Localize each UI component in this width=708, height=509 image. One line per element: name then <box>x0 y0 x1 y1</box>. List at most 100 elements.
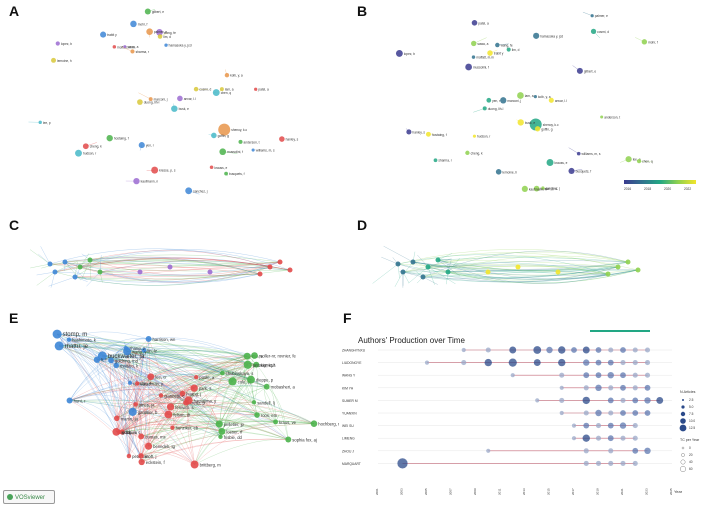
network-link <box>68 339 136 405</box>
node-label: busquets, f <box>229 172 245 176</box>
node-label: palmer, e <box>595 14 608 18</box>
network-link <box>135 395 255 405</box>
production-point <box>632 372 638 378</box>
network-node <box>135 381 140 386</box>
production-point <box>571 436 577 441</box>
node-label: hudson, r <box>477 135 491 139</box>
network-link <box>118 387 195 433</box>
network-link <box>185 402 195 465</box>
network-link <box>150 361 257 377</box>
network-link <box>96 359 220 425</box>
network-node <box>82 143 89 150</box>
network-node <box>218 427 226 435</box>
network-link <box>172 421 222 432</box>
node-label: sanchez, j <box>546 187 561 191</box>
network-link <box>125 348 221 437</box>
network-link <box>59 345 252 380</box>
network-link <box>170 385 267 408</box>
network-link <box>422 266 619 280</box>
node-label: goffin, g <box>218 134 230 138</box>
network-node <box>263 383 270 390</box>
network-link <box>102 355 120 433</box>
network-node <box>108 357 114 364</box>
network-link <box>59 345 169 415</box>
production-point <box>535 398 540 403</box>
network-link <box>59 345 142 456</box>
vosviewer-label: VOSviewer <box>15 495 46 501</box>
node-label: cosmi, d <box>199 88 211 92</box>
production-point <box>620 410 626 416</box>
network-link <box>168 414 289 440</box>
network-node <box>66 337 72 342</box>
network-link <box>119 427 289 440</box>
network-link <box>221 386 267 432</box>
network-link <box>194 439 289 465</box>
network-link <box>427 266 435 285</box>
network-link <box>102 352 257 365</box>
network-link <box>96 359 267 387</box>
network-node <box>548 97 554 103</box>
network-node <box>52 269 58 275</box>
network-link <box>59 344 257 365</box>
network-link <box>139 376 151 456</box>
network-link <box>69 355 255 401</box>
node-label: harrison, wn <box>153 337 176 342</box>
network-node <box>555 269 561 275</box>
network-link <box>427 251 629 268</box>
network-link <box>102 355 315 424</box>
network-link <box>122 387 195 433</box>
network-node <box>212 89 220 96</box>
network-link <box>141 438 289 463</box>
node-label: lemoine, h <box>57 59 72 63</box>
x-tick-label: 2025 <box>669 488 673 495</box>
network-link <box>79 256 104 268</box>
network-node <box>55 41 60 46</box>
network-link <box>116 365 142 437</box>
network-link <box>125 348 289 440</box>
network-link <box>160 375 197 396</box>
node-label: sawa, a <box>127 45 138 49</box>
network-node <box>185 187 193 195</box>
panel-letter-e: E <box>9 310 19 326</box>
network-node <box>127 380 133 385</box>
panel-letter-d: D <box>357 217 368 233</box>
network-node <box>147 373 155 381</box>
production-point <box>620 384 626 391</box>
network-link <box>102 355 258 416</box>
network-link <box>74 261 78 278</box>
production-point <box>620 372 626 379</box>
network-node <box>533 185 540 192</box>
network-link <box>119 413 258 433</box>
network-link <box>68 339 252 380</box>
network-link <box>64 261 87 280</box>
network-node <box>425 264 431 270</box>
network-node <box>112 45 117 49</box>
network-link <box>137 382 187 403</box>
node-label: kon, e <box>252 354 264 359</box>
production-point <box>583 372 590 379</box>
network-link <box>122 419 315 433</box>
network-node <box>247 375 255 384</box>
node-label: jones, ja <box>138 402 155 407</box>
legend-articles-label: 7.5 <box>689 412 694 416</box>
network-node <box>137 99 143 105</box>
network-node <box>238 139 243 144</box>
network-link <box>116 408 169 419</box>
network-link <box>150 367 223 377</box>
node-label: goffin, g <box>541 127 553 131</box>
network-link <box>69 399 315 424</box>
production-point <box>583 359 590 366</box>
network-link <box>110 360 221 437</box>
node-label: hashimoto, k <box>72 338 97 343</box>
vosviewer-watermark: VOSviewer <box>3 490 55 504</box>
network-link <box>69 399 276 423</box>
node-label: kresse, p, s <box>540 187 557 191</box>
network-node <box>471 20 478 26</box>
network-link <box>437 257 629 263</box>
node-label: zhang, z <box>129 346 145 351</box>
network-link <box>118 400 189 433</box>
network-node <box>47 261 53 267</box>
node-label: trabit y <box>107 33 117 37</box>
legend-articles-marker <box>682 399 684 401</box>
network-link <box>148 388 195 447</box>
